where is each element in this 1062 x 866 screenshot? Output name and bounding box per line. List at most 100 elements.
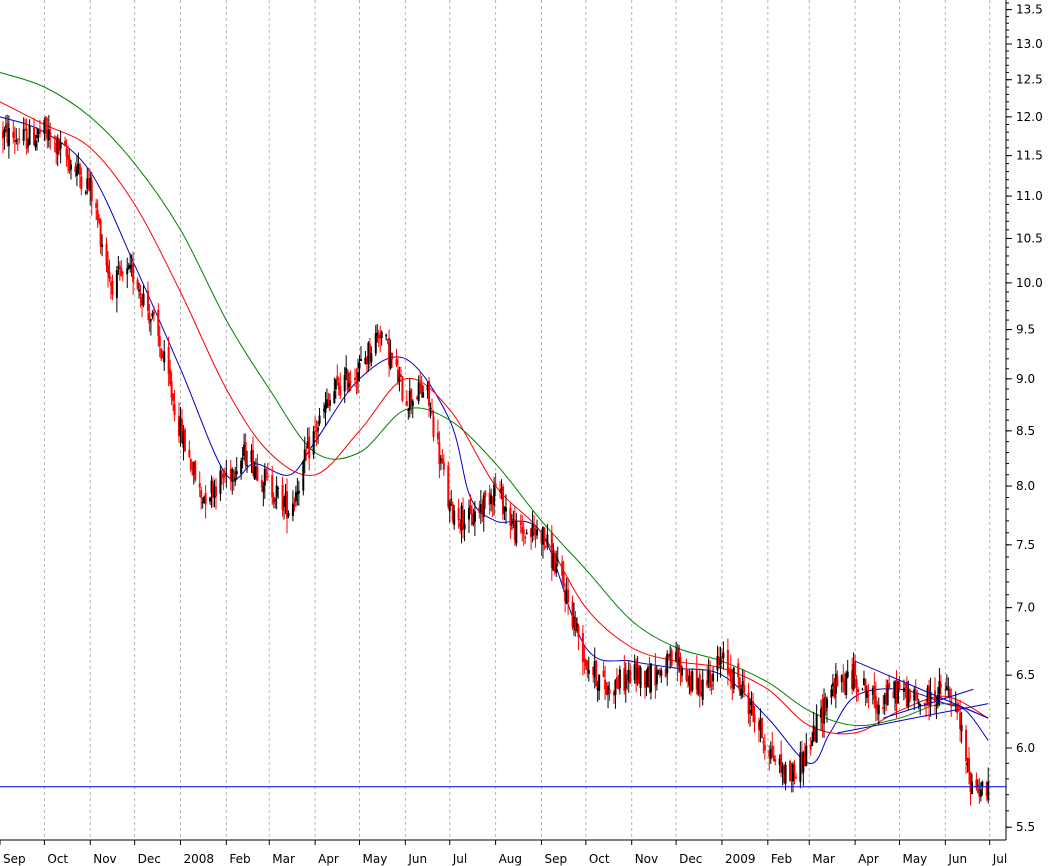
price-bar-body xyxy=(502,486,504,515)
y-tick-label: 11.5 xyxy=(1016,149,1043,163)
price-bar-body xyxy=(281,484,284,511)
price-bar-body xyxy=(241,457,244,459)
x-tick-label: Dec xyxy=(679,852,702,866)
price-bar-body xyxy=(833,681,836,698)
price-bar-body xyxy=(43,120,46,134)
price-bar-body xyxy=(365,357,368,362)
price-bar-body xyxy=(544,546,547,548)
price-bar-body xyxy=(334,379,337,390)
price-bar-body xyxy=(717,657,720,665)
price-bar-body xyxy=(615,677,618,689)
price-bar-body xyxy=(509,507,512,527)
price-bar-body xyxy=(623,668,626,691)
price-bar-body xyxy=(105,243,108,266)
price-bar-body xyxy=(251,450,254,474)
price-bar-body xyxy=(493,484,496,506)
price-bar-body xyxy=(917,702,920,705)
price-bar-body xyxy=(90,180,93,201)
price-bar-body xyxy=(861,689,864,691)
price-bar-body xyxy=(670,650,673,666)
price-bar-body xyxy=(956,703,959,713)
price-bar-body xyxy=(438,442,441,464)
price-bar-body xyxy=(633,664,636,680)
price-bar-body xyxy=(405,401,408,407)
price-bar-body xyxy=(521,526,524,533)
price-bar-body xyxy=(283,499,286,507)
price-bar-body xyxy=(296,491,299,495)
price-bar-body xyxy=(660,670,663,676)
price-bar-body xyxy=(59,142,62,149)
y-tick-label: 11.0 xyxy=(1016,189,1043,203)
price-bar-body xyxy=(256,466,259,482)
price-bar-body xyxy=(524,536,527,539)
y-tick-label: 9.0 xyxy=(1016,372,1035,386)
price-bar-body xyxy=(562,571,565,587)
price-bar-body xyxy=(303,449,306,462)
price-bar-body xyxy=(595,660,598,687)
price-bar-body xyxy=(391,352,394,360)
price-bar-body xyxy=(297,490,300,494)
price-bar-body xyxy=(945,686,948,690)
price-bar-body xyxy=(649,663,652,693)
price-bar-body xyxy=(68,157,71,171)
price-bar-body xyxy=(846,671,849,677)
price-bar-body xyxy=(664,668,667,677)
price-bar-body xyxy=(379,334,382,339)
price-bar-body xyxy=(213,486,216,498)
price-bar-body xyxy=(275,485,278,497)
price-bar-body xyxy=(923,702,926,704)
price-bar-body xyxy=(965,729,968,762)
price-bar-body xyxy=(914,691,917,695)
price-bar-body xyxy=(401,376,404,401)
price-bar-body xyxy=(179,418,182,436)
price-bar-body xyxy=(229,468,232,480)
price-bar-body xyxy=(541,526,544,545)
price-bar-body xyxy=(780,754,783,772)
price-bar-body xyxy=(823,698,826,724)
price-bar-body xyxy=(753,714,756,723)
price-bar-body xyxy=(573,616,576,628)
price-bar-body xyxy=(491,499,494,503)
price-bar-body xyxy=(86,178,89,190)
price-bar-body xyxy=(243,444,246,456)
price-bar-body xyxy=(109,282,112,286)
price-bar-body xyxy=(222,474,225,478)
price-bar-body xyxy=(141,297,144,306)
price-bar-body xyxy=(374,333,377,354)
price-bar-body xyxy=(272,497,275,504)
price-bar-body xyxy=(117,267,120,269)
price-bar-body xyxy=(550,532,553,569)
price-bar-body xyxy=(602,670,605,678)
price-bar-body xyxy=(749,710,752,714)
price-bar-body xyxy=(525,532,528,535)
price-bar-body xyxy=(571,601,574,627)
price-bar-body xyxy=(679,657,682,672)
price-bar-body xyxy=(368,343,371,358)
price-bar-body xyxy=(235,471,238,475)
price-bar-body xyxy=(78,164,81,176)
price-bar-body xyxy=(408,390,411,410)
price-bar-body xyxy=(420,383,423,394)
price-bar-body xyxy=(148,312,151,324)
price-bar-body xyxy=(478,507,481,514)
price-bar-body xyxy=(494,483,497,487)
price-bar-body xyxy=(126,268,129,275)
price-bar-body xyxy=(411,400,414,407)
price-bar-body xyxy=(638,665,641,684)
price-bar-body xyxy=(58,138,61,151)
y-tick-label: 5.5 xyxy=(1016,820,1035,834)
price-bar-body xyxy=(975,779,978,788)
price-bar-body xyxy=(919,703,922,707)
price-bar-body xyxy=(182,431,185,448)
price-bar-body xyxy=(158,336,161,347)
price-bar-body xyxy=(897,685,900,704)
price-bar-body xyxy=(220,473,223,478)
price-bar-body xyxy=(820,708,823,718)
price-bar-body xyxy=(293,501,296,503)
price-bar-body xyxy=(1,130,4,139)
y-tick-label: 9.5 xyxy=(1016,323,1035,337)
price-bar-body xyxy=(322,409,325,411)
price-bar-body xyxy=(407,409,410,412)
price-bar-body xyxy=(709,671,712,688)
